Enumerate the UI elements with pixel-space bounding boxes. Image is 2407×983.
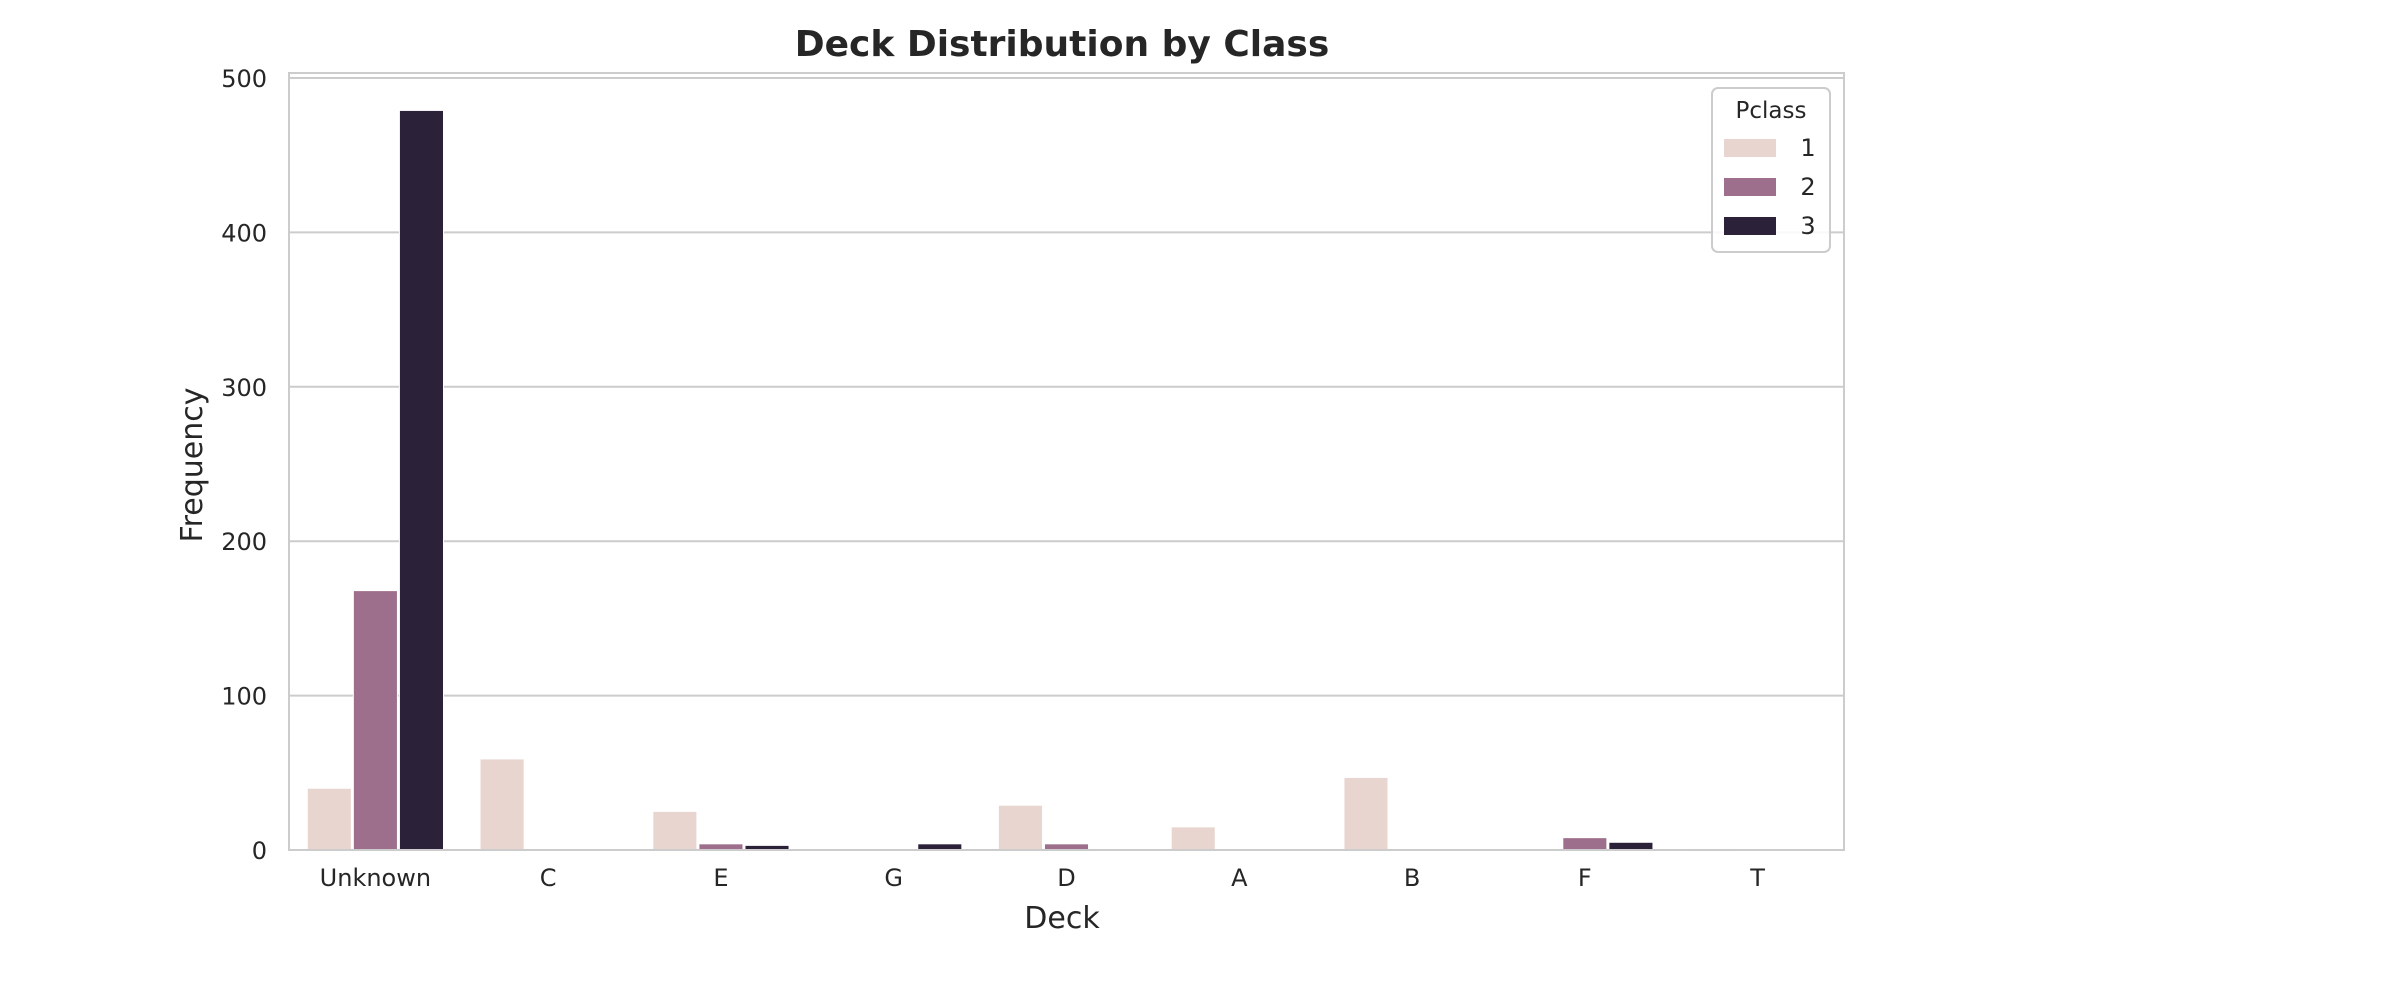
legend-title: Pclass (1736, 98, 1807, 124)
y-axis-label: Frequency (175, 388, 210, 543)
legend: Pclass 1 2 3 (1711, 87, 1831, 253)
y-tick-label: 500 (221, 65, 267, 93)
chart-title: Deck Distribution by Class (795, 24, 1330, 65)
x-tick-label-g: G (884, 864, 903, 892)
x-tick-label-c: C (540, 864, 557, 892)
grid-lines (289, 77, 1844, 851)
legend-label-1: 1 (1800, 134, 1815, 162)
x-tick-label-b: B (1404, 864, 1420, 892)
y-tick-label: 300 (221, 374, 267, 402)
bar-b-pclass-1 (1343, 776, 1389, 851)
legend-box (1711, 87, 1831, 253)
legend-swatch-1 (1724, 139, 1776, 157)
x-tick-label-f: F (1578, 864, 1592, 892)
legend-swatch-3 (1724, 217, 1776, 235)
bar-e-pclass-1 (652, 810, 698, 851)
x-tick-label-a: A (1231, 864, 1248, 892)
x-axis-ticks: Unknown C E G D A B F T (320, 864, 1766, 892)
legend-swatch-2 (1724, 178, 1776, 196)
bar-f-pclass-2 (1562, 837, 1608, 851)
x-tick-label-t: T (1749, 864, 1765, 892)
plot-frame (288, 72, 1845, 851)
bar-unknown-pclass-3 (398, 109, 445, 851)
x-tick-label-d: D (1057, 864, 1075, 892)
x-tick-label-unknown: Unknown (320, 864, 431, 892)
bar-unknown-pclass-1 (306, 787, 352, 851)
bar-unknown-pclass-2 (352, 590, 398, 851)
bar-c-pclass-1 (479, 758, 525, 851)
bar-d-pclass-1 (997, 804, 1043, 851)
legend-label-2: 2 (1800, 173, 1815, 201)
y-tick-label: 200 (221, 528, 267, 556)
x-tick-label-e: E (713, 864, 728, 892)
x-axis-label: Deck (1024, 901, 1100, 936)
y-axis-ticks: 0 100 200 300 400 500 (221, 65, 267, 865)
bar-f-pclass-3 (1608, 841, 1654, 851)
y-tick-label: 400 (221, 219, 267, 247)
bars (306, 109, 1735, 851)
bar-a-pclass-1 (1170, 826, 1216, 851)
y-tick-label: 100 (221, 683, 267, 711)
y-tick-label: 0 (252, 837, 267, 865)
legend-label-3: 3 (1800, 212, 1815, 240)
